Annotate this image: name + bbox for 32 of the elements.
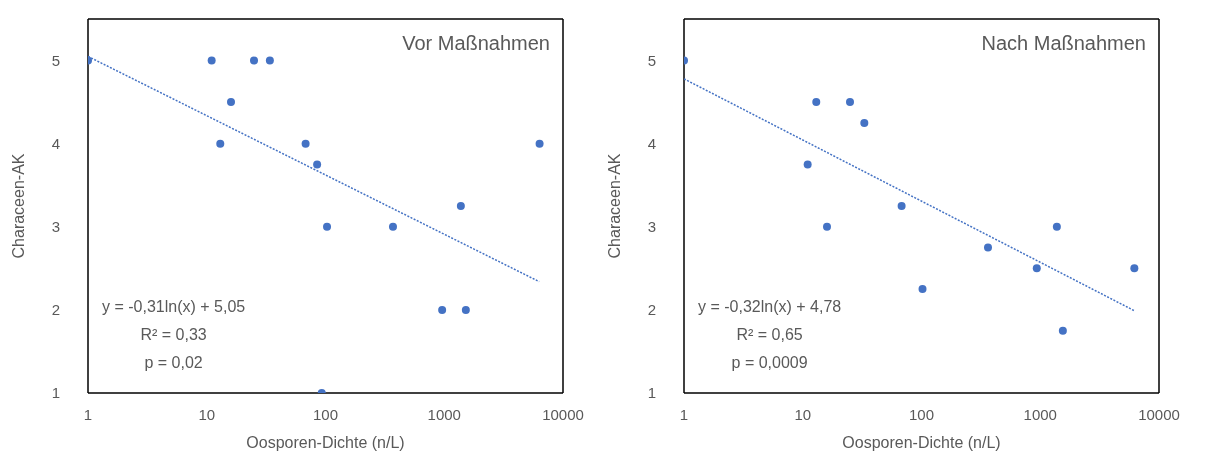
x-tick-label: 100 [312,405,339,423]
x-tick-label: 1 [83,405,93,423]
y-tick-label: 1 [51,384,60,402]
annotation: p = 0,02 [143,353,204,373]
y-tick-label: 2 [51,301,60,319]
y-tick-label: 3 [647,218,656,236]
x-tick-label: 1000 [1023,405,1057,423]
annotation: R² = 0,33 [139,325,208,345]
x-tick-label: 10 [794,405,812,423]
y-tick-label: 3 [51,218,60,236]
x-axis-title: Oosporen-Dichte (n/L) [246,434,405,451]
x-tick-label: 1000 [427,405,461,423]
annotation: y = -0,32ln(x) + 4,78 [698,297,842,317]
text: Vor Maßnahmen [402,32,550,55]
x-axis-title: Oosporen-Dichte (n/L) [842,434,1001,451]
x-tick-label: 10 [198,405,216,423]
annotation: y = -0,31ln(x) + 5,05 [102,297,246,317]
y-tick-label: 5 [51,51,60,69]
annotation: R² = 0,65 [735,325,804,345]
text: Nach Maßnahmen [981,32,1146,55]
y-axis-title: Characeen-AK [9,153,27,259]
x-tick-label: 1 [679,405,689,423]
y-axis-title: Characeen-AK [605,153,623,259]
y-tick-label: 1 [647,384,656,402]
x-tick-label: 10000 [1138,405,1180,423]
y-tick-label: 4 [647,134,656,152]
y-tick-label: 2 [647,301,656,319]
y-tick-label: 5 [647,51,656,69]
x-tick-label: 10000 [542,405,584,423]
annotation: p = 0,0009 [730,353,809,373]
x-tick-label: 100 [908,405,935,423]
y-tick-label: 4 [51,134,60,152]
